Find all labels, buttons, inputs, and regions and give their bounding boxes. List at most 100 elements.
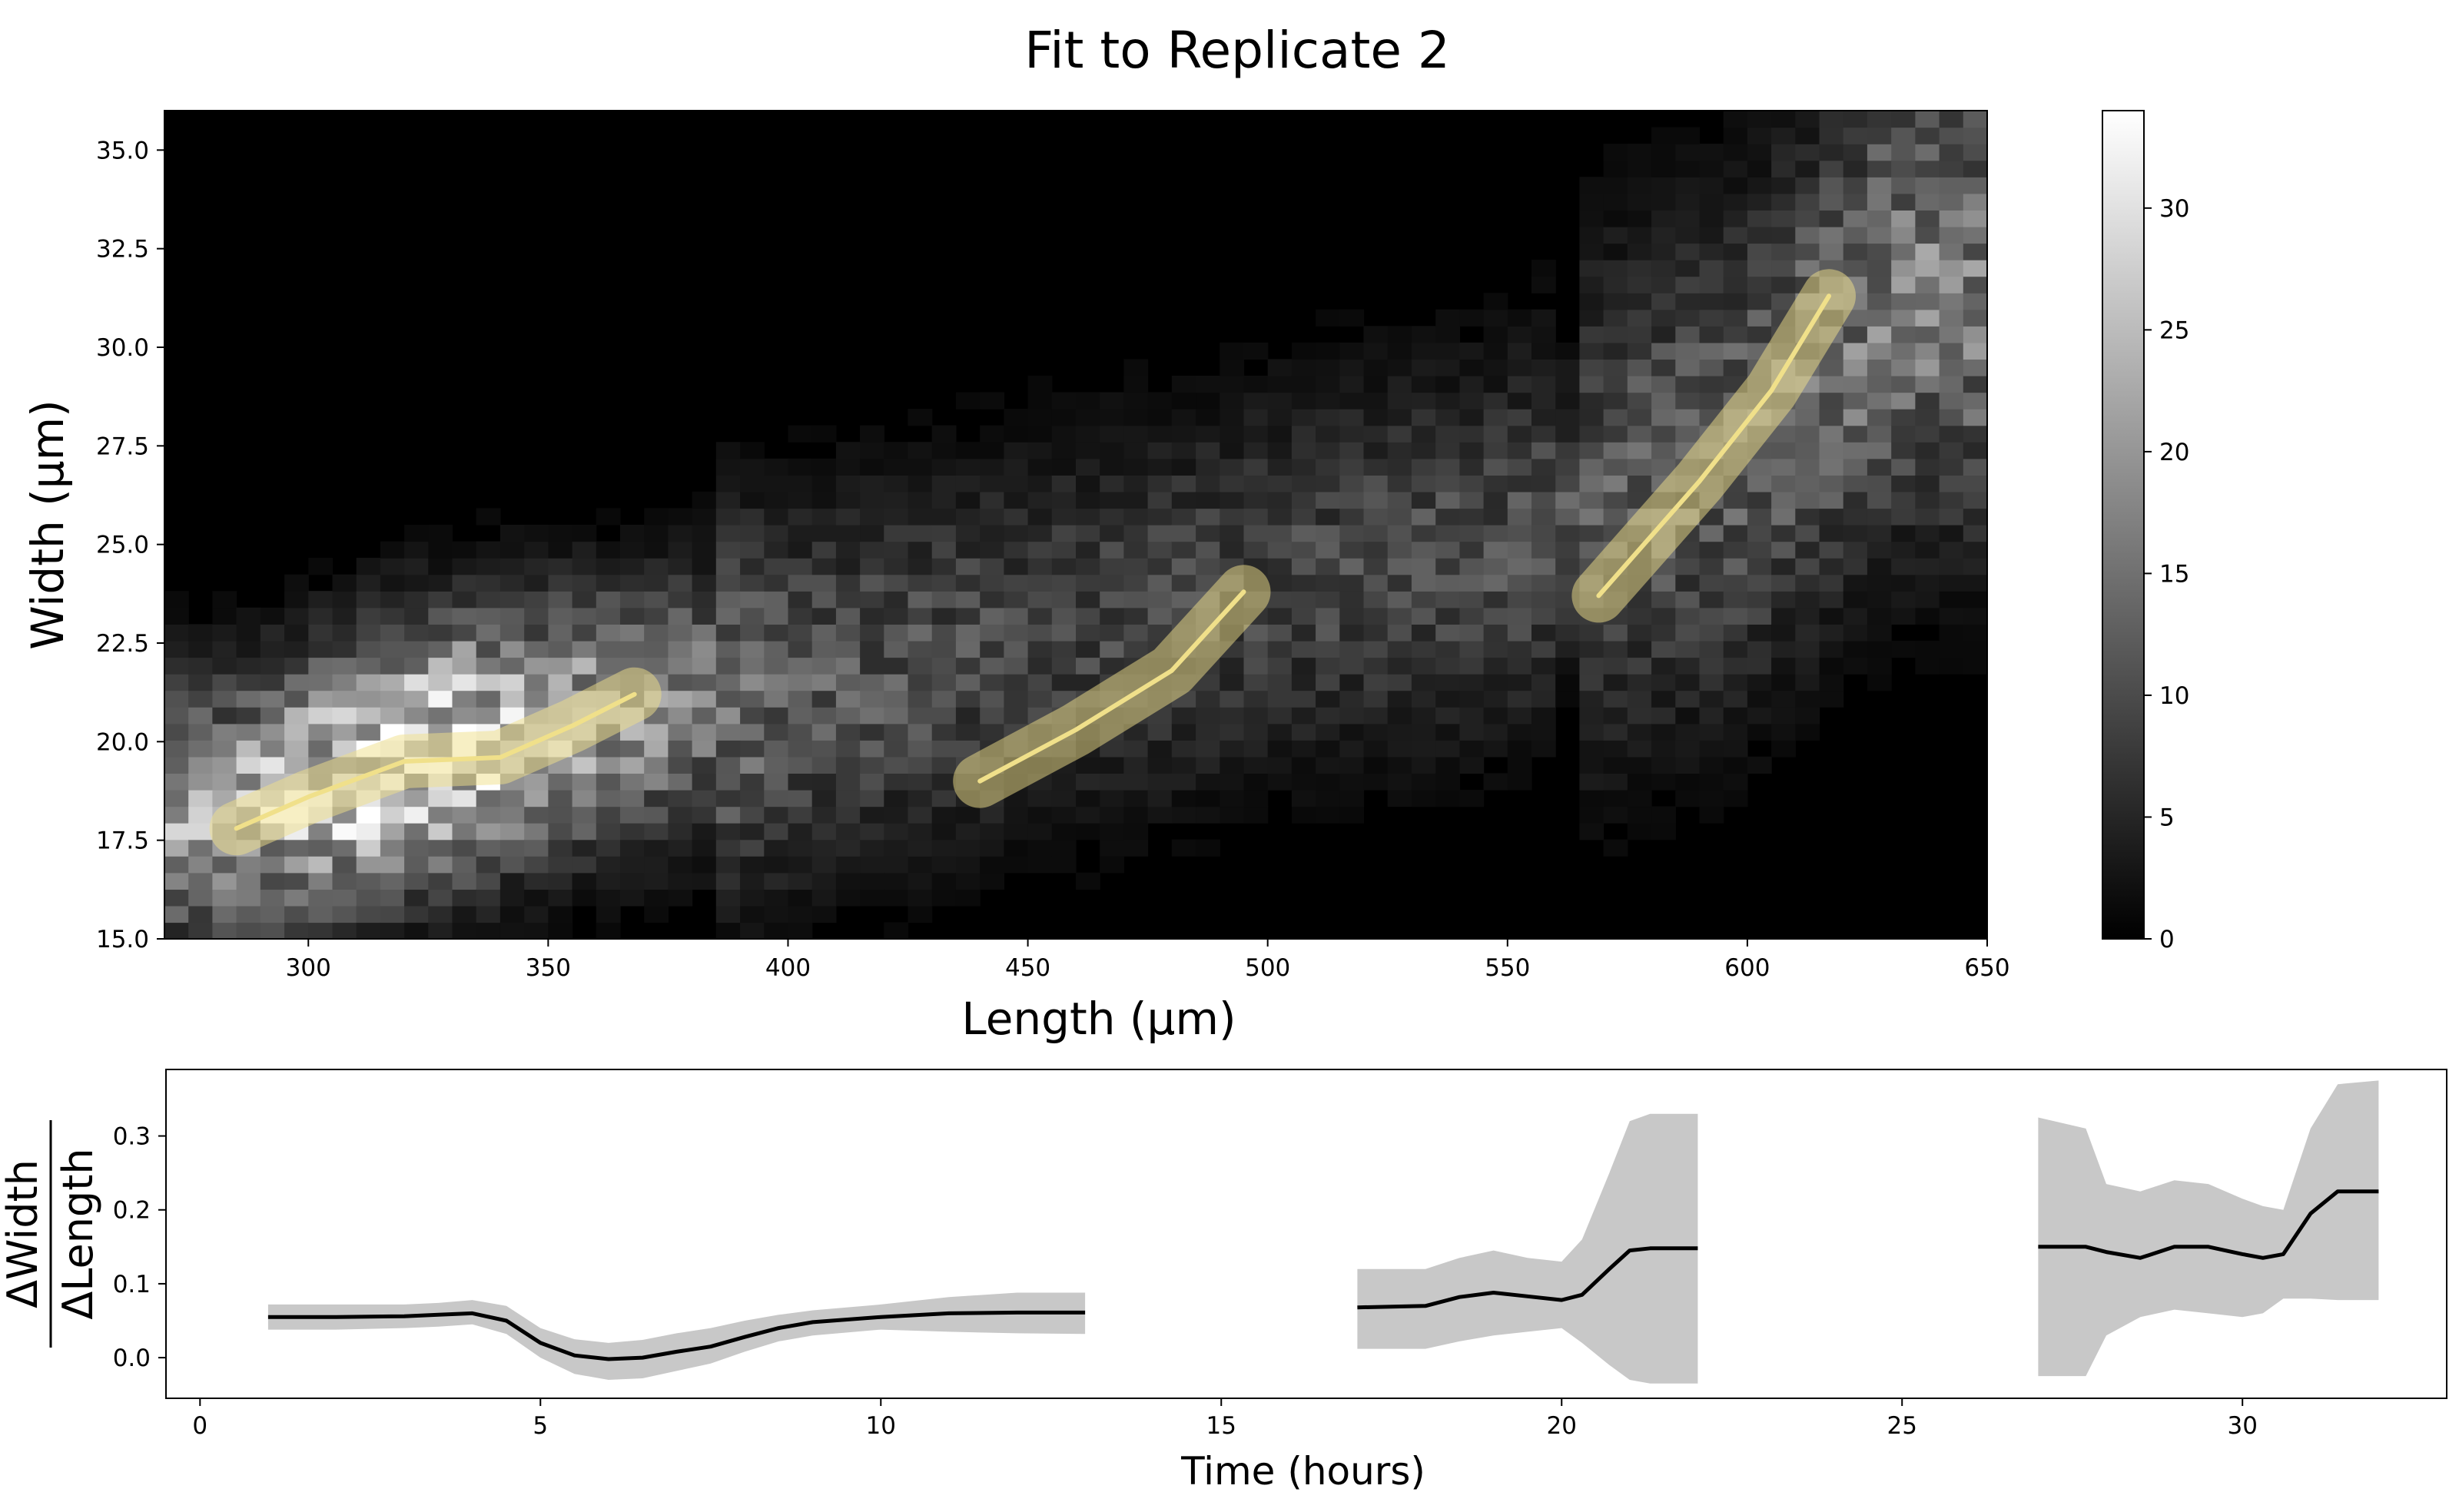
heatmap-cell xyxy=(955,491,981,509)
heatmap-cell xyxy=(524,823,549,841)
heatmap-cell xyxy=(1507,392,1532,410)
heatmap-cell xyxy=(380,674,405,691)
heatmap-cell xyxy=(1196,525,1220,542)
heatmap-cell xyxy=(908,541,933,559)
heatmap-cell xyxy=(1867,226,1892,244)
heatmap-cell xyxy=(1100,607,1124,625)
heatmap-cell xyxy=(1316,541,1340,559)
heatmap-cell xyxy=(955,475,981,492)
heatmap-cell xyxy=(1627,790,1652,807)
heatmap-cell xyxy=(1723,657,1748,675)
heatmap-cell xyxy=(1723,607,1748,625)
heatmap-cell xyxy=(1963,226,1988,244)
heatmap-cell xyxy=(1411,359,1436,376)
heatmap-cell xyxy=(1555,558,1580,575)
mean-line-3 xyxy=(2038,1189,2379,1260)
heatmap-cell xyxy=(1291,591,1316,608)
heatmap-cell xyxy=(1891,293,1916,310)
heatmap-cell xyxy=(1579,806,1604,824)
heatmap-cell xyxy=(404,922,429,940)
heatmap-cell xyxy=(1891,260,1916,277)
heatmap-cell xyxy=(1675,740,1701,758)
heatmap-cell xyxy=(1603,839,1628,857)
heatmap-cell xyxy=(1363,458,1389,476)
heatmap-cell xyxy=(596,806,621,824)
heatmap-cell xyxy=(1867,624,1892,642)
heatmap-cell xyxy=(428,541,453,559)
heatmap-cell xyxy=(1675,392,1701,410)
heatmap-cell xyxy=(1819,127,1844,144)
heatmap-cell xyxy=(1843,491,1868,509)
heatmap-cell xyxy=(548,823,573,841)
heatmap-cell xyxy=(1771,574,1796,592)
heatmap-cell xyxy=(1891,276,1916,293)
heatmap-cell xyxy=(1076,425,1100,443)
heatmap-cell xyxy=(740,889,765,907)
heatmap-cell xyxy=(620,839,645,857)
heatmap-cell xyxy=(1939,293,1964,310)
heatmap-cell xyxy=(1675,193,1701,211)
heatmap-cell xyxy=(1771,740,1796,758)
heatmap-cell xyxy=(1267,723,1293,741)
heatmap-cell xyxy=(644,773,669,791)
heatmap-cell xyxy=(1076,541,1100,559)
heatmap-cell xyxy=(1459,342,1485,360)
heatmap-cell xyxy=(1387,541,1412,559)
heatmap-cell xyxy=(1076,508,1100,526)
heatmap-cell xyxy=(1387,690,1412,708)
heatmap-cell xyxy=(884,922,909,940)
heatmap-cell xyxy=(452,624,477,642)
heatmap-cell xyxy=(332,872,357,890)
heatmap-cell xyxy=(499,574,525,592)
heatmap-cell xyxy=(1819,111,1844,128)
heatmap-cell xyxy=(1316,409,1340,426)
heatmap-cell xyxy=(1723,111,1748,128)
heatmap-cell xyxy=(188,723,213,741)
heatmap-cell xyxy=(1819,243,1844,260)
heatmap-cell xyxy=(1171,756,1196,774)
heatmap-cell xyxy=(1387,458,1412,476)
heatmap-cell xyxy=(1387,409,1412,426)
heatmap-cell xyxy=(1027,790,1053,807)
heatmap-cell xyxy=(1915,392,1940,410)
heatmap-cell xyxy=(524,690,549,708)
heatmap-cell xyxy=(1675,707,1701,724)
heatmap-cell xyxy=(356,607,381,625)
heatmap-cell xyxy=(1939,624,1964,642)
heatmap-cell xyxy=(811,475,837,492)
heatmap-cell xyxy=(1316,376,1340,393)
heatmap-cell xyxy=(1795,127,1820,144)
heatmap-cell xyxy=(1843,193,1868,211)
heatmap-cell xyxy=(1171,707,1196,724)
heatmap-cell xyxy=(1220,475,1245,492)
heatmap-cell xyxy=(1603,144,1628,161)
slope-x-tick-label: 5 xyxy=(533,1412,548,1440)
heatmap-cell xyxy=(931,674,957,691)
heatmap-cell xyxy=(931,458,957,476)
heatmap-cell xyxy=(1267,508,1293,526)
heatmap-cell xyxy=(1747,458,1772,476)
heatmap-cell xyxy=(1171,574,1196,592)
heatmap-cell xyxy=(1435,475,1460,492)
heatmap-cell xyxy=(908,723,933,741)
heatmap-cell xyxy=(1004,624,1029,642)
heatmap-cell xyxy=(284,889,309,907)
heatmap-cell xyxy=(1603,723,1628,741)
heatmap-cell xyxy=(715,922,741,940)
heatmap-cell xyxy=(1555,409,1580,426)
slope-y-tick-label: 0.2 xyxy=(113,1197,151,1225)
heatmap-cell xyxy=(1291,342,1316,360)
heatmap-cell xyxy=(1939,607,1964,625)
heatmap-cell xyxy=(476,823,501,841)
heatmap-cell xyxy=(1699,541,1724,559)
heatmap-cell xyxy=(620,607,645,625)
heatmap-cell xyxy=(1555,376,1580,393)
heatmap-cell xyxy=(596,905,621,923)
heatmap-cell xyxy=(884,508,909,526)
heatmap-cell xyxy=(620,740,645,758)
heatmap-cell xyxy=(1771,558,1796,575)
heatmap-cell xyxy=(1579,690,1604,708)
heatmap-cell xyxy=(908,790,933,807)
heatmap-cell xyxy=(764,574,789,592)
heatmap-cell xyxy=(1316,508,1340,526)
